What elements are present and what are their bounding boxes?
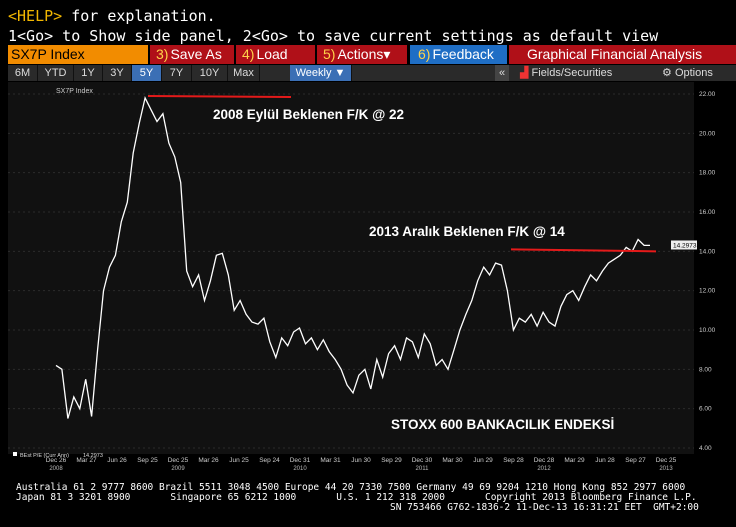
chart-ticker-label: SX7P Index bbox=[56, 88, 93, 95]
feedback-label: Feedback bbox=[432, 46, 494, 62]
x-tick-label: Jun 29 bbox=[473, 457, 493, 464]
legend-swatch bbox=[13, 452, 17, 456]
x-tick-label: Dec 28 bbox=[534, 457, 555, 464]
gear-icon: ⚙ bbox=[662, 67, 672, 79]
grid-lines bbox=[8, 93, 694, 449]
feedback-button[interactable]: 6) Feedback bbox=[410, 45, 507, 64]
range-7y[interactable]: 7Y bbox=[162, 65, 192, 81]
annotation-2013: 2013 Aralık Beklenen F/K @ 14 bbox=[369, 224, 565, 239]
y-tick-label: 20.00 bbox=[699, 130, 716, 137]
plot-background bbox=[8, 82, 694, 454]
annotation-line-2013 bbox=[510, 248, 657, 253]
y-axis: 4.00 6.00 8.00 10.00 12.00 14.00 16.00 18.00 20.… bbox=[699, 91, 716, 452]
y-tick-label: 4.00 bbox=[699, 445, 712, 452]
options-label: Options bbox=[674, 67, 713, 79]
fields-securities-button[interactable]: ▟ Fields/Securities bbox=[520, 65, 612, 81]
x-tick-label: Jun 26 bbox=[107, 457, 127, 464]
y-tick-label: 16.00 bbox=[699, 209, 716, 216]
y-tick-label: 10.00 bbox=[699, 327, 716, 334]
range-bar: 6M YTD 1Y 3Y 5Y 7Y 10Y Max Weekly ▼ « ▟ … bbox=[8, 65, 736, 81]
x-tick-label: Jun 30 bbox=[351, 457, 371, 464]
range-3y[interactable]: 3Y bbox=[103, 65, 132, 81]
help-line: <HELP> for explanation. bbox=[8, 7, 216, 25]
x-tick-label: Mar 30 bbox=[442, 457, 463, 464]
footer-session: SN 753466 G762-1836-2 11-Dec-13 16:31:21… bbox=[390, 502, 699, 513]
help-key[interactable]: <HELP> bbox=[8, 7, 63, 25]
x-year-label: 2008 bbox=[49, 466, 63, 472]
x-tick-label: Sep 28 bbox=[503, 457, 524, 464]
actions-label: Actions bbox=[337, 46, 384, 62]
x-tick-label: Jun 25 bbox=[229, 457, 249, 464]
x-year-label: 2013 bbox=[659, 466, 673, 472]
range-1y[interactable]: 1Y bbox=[74, 65, 103, 81]
y-tick-label: 14.00 bbox=[699, 248, 716, 255]
range-ytd[interactable]: YTD bbox=[38, 65, 74, 81]
x-tick-label: Mar 31 bbox=[320, 457, 341, 464]
x-tick-label: Mar 27 bbox=[76, 457, 97, 464]
actions-number: 5) bbox=[323, 46, 336, 62]
options-button[interactable]: ⚙ Options bbox=[662, 65, 713, 81]
x-tick-label: Sep 25 bbox=[137, 457, 158, 464]
x-year-label: 2011 bbox=[416, 466, 430, 472]
help-text: for explanation. bbox=[62, 7, 216, 25]
y-tick-label: 22.00 bbox=[699, 91, 716, 98]
x-tick-label: Sep 24 bbox=[259, 457, 280, 464]
y-tick-label: 12.00 bbox=[699, 288, 716, 295]
collapse-icon[interactable]: « bbox=[495, 65, 509, 81]
range-5y[interactable]: 5Y bbox=[132, 65, 162, 81]
feedback-number: 6) bbox=[418, 46, 431, 62]
x-tick-label: Dec 25 bbox=[656, 457, 677, 464]
last-value-label: 14.2973 bbox=[673, 242, 697, 249]
ticker-field[interactable]: SX7P Index bbox=[8, 45, 148, 64]
x-year-label: 2009 bbox=[171, 466, 185, 472]
annotation-2008: 2008 Eylül Beklenen F/K @ 22 bbox=[213, 107, 404, 122]
chart-icon: ▟ bbox=[520, 67, 529, 79]
save-as-label: Save As bbox=[170, 46, 222, 62]
x-axis: Dec 26 Mar 27 Jun 26 Sep 25 Dec 25 Mar 26 Jun … bbox=[46, 457, 677, 472]
actions-menu-button[interactable]: 5) Actions▾ bbox=[317, 45, 408, 64]
pe-line-chart[interactable]: 4.00 6.00 8.00 10.00 12.00 14.00 16.00 18.00 20.… bbox=[8, 82, 736, 472]
x-tick-label: Dec 26 bbox=[46, 457, 67, 464]
chevron-down-icon: ▾ bbox=[383, 46, 391, 62]
series-line-pe bbox=[55, 95, 650, 419]
range-10y[interactable]: 10Y bbox=[192, 65, 228, 81]
x-tick-label: Jun 28 bbox=[595, 457, 615, 464]
x-year-label: 2010 bbox=[293, 466, 307, 472]
footer-contacts-1: Australia 61 2 9777 8600 Brazil 5511 304… bbox=[16, 482, 686, 493]
x-tick-label: Mar 26 bbox=[198, 457, 219, 464]
load-number: 4) bbox=[242, 46, 255, 62]
range-6m[interactable]: 6M bbox=[8, 65, 38, 81]
x-tick-label: Sep 29 bbox=[381, 457, 402, 464]
chevron-down-icon: ▼ bbox=[334, 67, 346, 79]
fields-label: Fields/Securities bbox=[531, 67, 613, 79]
x-tick-label: Mar 29 bbox=[564, 457, 585, 464]
function-title: Graphical Financial Analysis bbox=[509, 45, 736, 64]
x-tick-label: Sep 27 bbox=[625, 457, 646, 464]
save-as-button[interactable]: 3) Save As bbox=[150, 45, 235, 64]
x-tick-label: Dec 31 bbox=[290, 457, 311, 464]
x-tick-label: Dec 30 bbox=[412, 457, 433, 464]
y-tick-label: 8.00 bbox=[699, 366, 712, 373]
x-tick-label: Dec 25 bbox=[168, 457, 189, 464]
legend-label: BEst P/E (Curr Ann) bbox=[20, 453, 69, 459]
last-value-tag: 14.2973 bbox=[671, 240, 697, 250]
range-max[interactable]: Max bbox=[228, 65, 260, 81]
y-tick-label: 18.00 bbox=[699, 170, 716, 177]
save-as-number: 3) bbox=[156, 46, 169, 62]
frequency-label: Weekly bbox=[295, 67, 332, 79]
chart-caption: STOXX 600 BANKACILIK ENDEKSİ bbox=[391, 417, 614, 432]
chart-area[interactable]: 4.00 6.00 8.00 10.00 12.00 14.00 16.00 18.00 20.… bbox=[8, 82, 736, 472]
y-tick-label: 6.00 bbox=[699, 406, 712, 413]
annotation-line-2008 bbox=[147, 95, 292, 98]
function-toolbar: SX7P Index 3) Save As 4) Load 5) Actions▾ 6… bbox=[0, 45, 736, 64]
load-button[interactable]: 4) Load bbox=[236, 45, 316, 64]
x-year-label: 2012 bbox=[537, 466, 551, 472]
instruction-line: 1<Go> to Show side panel, 2<Go> to save … bbox=[8, 27, 659, 45]
load-label: Load bbox=[256, 46, 288, 62]
footer-contacts-2: Japan 81 3 3201 8900 Singapore 65 6212 1… bbox=[16, 492, 697, 503]
legend-value: 14.2973 bbox=[83, 453, 103, 459]
frequency-select[interactable]: Weekly ▼ bbox=[290, 65, 352, 81]
legend: BEst P/E (Curr Ann) 14.2973 bbox=[13, 452, 103, 459]
